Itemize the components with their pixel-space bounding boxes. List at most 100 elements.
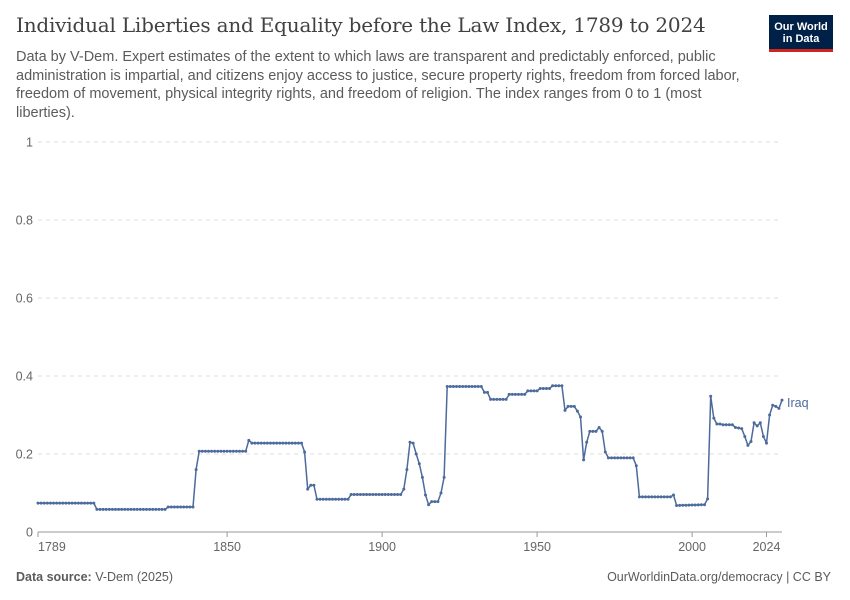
data-point (402, 487, 406, 491)
data-point (411, 441, 415, 445)
data-point (324, 497, 328, 501)
y-tick-label: 0 (26, 526, 33, 540)
data-point (532, 389, 536, 393)
data-point (610, 456, 613, 460)
data-point (389, 493, 393, 497)
data-point (36, 501, 40, 505)
data-point (541, 386, 545, 390)
data-point (678, 503, 682, 507)
data-point (579, 415, 582, 419)
data-point (544, 386, 548, 390)
data-point (241, 449, 245, 453)
data-point (758, 421, 762, 425)
data-point (145, 507, 148, 511)
data-point (420, 475, 424, 479)
owid-logo[interactable]: Our World in Data (769, 15, 833, 52)
data-point (517, 392, 520, 396)
data-point (529, 389, 533, 393)
data-point (470, 385, 474, 389)
data-point (95, 507, 99, 511)
data-point (575, 409, 579, 413)
data-point (414, 452, 418, 456)
data-point (755, 424, 759, 428)
data-point (179, 505, 183, 509)
data-point (718, 422, 722, 426)
data-point (582, 458, 586, 462)
data-point (207, 449, 210, 453)
data-point (312, 483, 316, 487)
data-point (55, 501, 59, 505)
series-line-iraq (38, 385, 783, 511)
license-link[interactable]: OurWorldinData.org/democracy | CC BY (607, 570, 831, 584)
data-point (644, 495, 648, 499)
data-point (83, 501, 86, 505)
data-point (272, 441, 276, 445)
data-point (182, 505, 186, 509)
x-axis-tick-labels: 1789 1850 1900 1950 2000 2024 (38, 540, 780, 554)
data-point (346, 497, 350, 501)
data-point (628, 456, 632, 460)
data-point (520, 392, 524, 396)
data-point (746, 443, 750, 447)
data-point (296, 441, 300, 445)
data-point (135, 507, 139, 511)
data-point (256, 441, 260, 445)
data-point (188, 505, 192, 509)
data-point (424, 493, 427, 497)
data-point (213, 449, 217, 453)
data-point (600, 429, 604, 433)
data-point (331, 497, 334, 501)
data-point (619, 456, 623, 460)
data-point (523, 392, 527, 396)
data-point (371, 493, 375, 497)
data-point (58, 501, 62, 505)
data-point (200, 449, 204, 453)
data-point (675, 503, 679, 507)
data-point (79, 501, 83, 505)
data-point (216, 449, 220, 453)
data-point (70, 501, 74, 505)
data-point (427, 503, 431, 507)
data-point (761, 434, 765, 438)
data-point (699, 503, 703, 507)
x-tick-label: 2024 (753, 540, 781, 554)
data-point (210, 449, 214, 453)
data-point (597, 425, 601, 429)
data-point (117, 507, 121, 511)
chart-subtitle: Data by V-Dem. Expert estimates of the e… (16, 49, 740, 121)
series-lines (38, 385, 783, 511)
data-point (560, 384, 564, 388)
data-point (591, 429, 595, 433)
data-point (417, 462, 421, 466)
data-point (464, 385, 468, 389)
data-point (594, 429, 598, 433)
data-point (327, 497, 331, 501)
data-point (693, 503, 697, 507)
data-point (684, 503, 688, 507)
data-point (194, 468, 198, 472)
data-point (287, 441, 291, 445)
data-point (45, 501, 49, 505)
data-point (321, 497, 325, 501)
data-point (393, 493, 396, 497)
data-point (98, 507, 102, 511)
data-point (647, 495, 651, 499)
data-point (222, 449, 226, 453)
data-point (703, 503, 706, 507)
data-point (554, 384, 558, 388)
data-point (110, 507, 114, 511)
data-point (244, 449, 248, 453)
data-point (284, 441, 288, 445)
data-point (151, 507, 155, 511)
data-point (176, 505, 179, 509)
data-point (709, 394, 713, 398)
data-point (551, 384, 555, 388)
data-point (166, 505, 170, 509)
data-point (148, 507, 152, 511)
data-point (526, 389, 530, 393)
data-point (727, 423, 731, 427)
data-point (408, 440, 412, 444)
data-point (185, 505, 189, 509)
data-point (771, 403, 775, 407)
data-point (513, 392, 517, 396)
